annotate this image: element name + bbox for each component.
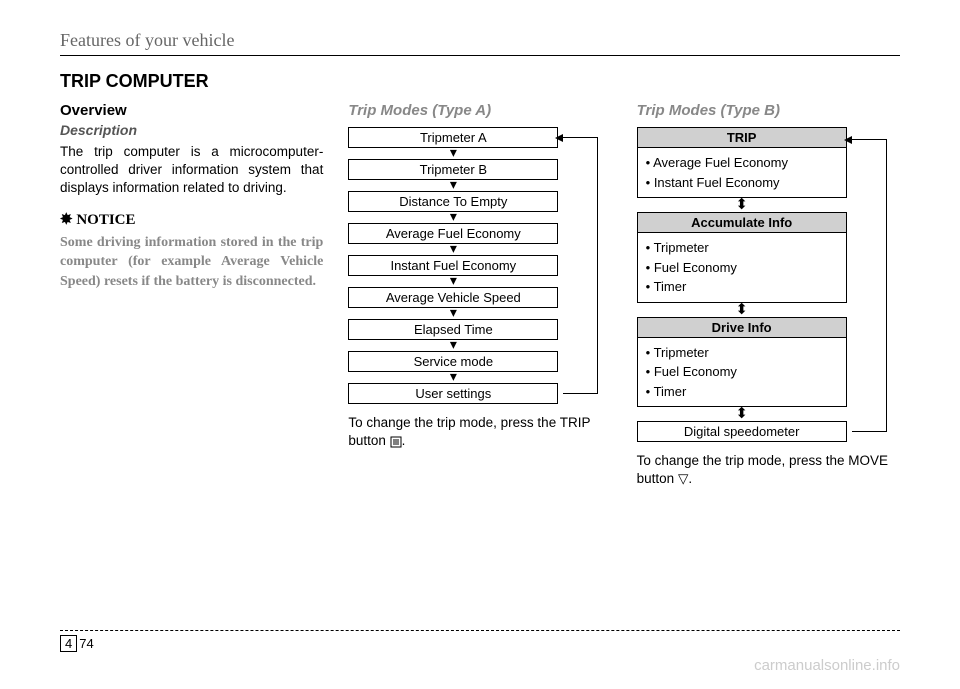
box-avg-speed: Average Vehicle Speed bbox=[348, 287, 558, 308]
row-item: • Instant Fuel Economy bbox=[646, 173, 838, 193]
caption-b-post: . bbox=[688, 471, 692, 486]
row-item: • Fuel Economy bbox=[646, 258, 838, 278]
box-tripmeter-a: Tripmeter A bbox=[348, 127, 558, 148]
row-item: • Average Fuel Economy bbox=[646, 153, 838, 173]
row-item: • Timer bbox=[646, 277, 838, 297]
row-item: • Tripmeter bbox=[646, 343, 838, 363]
row-item: • Tripmeter bbox=[646, 238, 838, 258]
row-item: • Fuel Economy bbox=[646, 362, 838, 382]
row-item: • Timer bbox=[646, 382, 838, 402]
type-a-caption: To change the trip mode, press the TRIP … bbox=[348, 414, 611, 450]
content-columns: Overview Description The trip computer i… bbox=[60, 102, 900, 488]
box-elapsed-time: Elapsed Time bbox=[348, 319, 558, 340]
box-trip-group: TRIP • Average Fuel Economy • Instant Fu… bbox=[637, 127, 847, 198]
arrow-down-icon: ▾ bbox=[348, 276, 558, 287]
box-service-mode: Service mode bbox=[348, 351, 558, 372]
box-accumulate-header: Accumulate Info bbox=[638, 213, 846, 233]
box-drive-body: • Tripmeter • Fuel Economy • Timer bbox=[638, 338, 846, 407]
move-button-icon: ▽ bbox=[678, 471, 688, 486]
trip-button-icon bbox=[390, 436, 402, 448]
arrow-down-icon: ▾ bbox=[348, 340, 558, 351]
box-drive-header: Drive Info bbox=[638, 318, 846, 338]
box-instant-fuel: Instant Fuel Economy bbox=[348, 255, 558, 276]
box-drive-group: Drive Info • Tripmeter • Fuel Economy • … bbox=[637, 317, 847, 408]
type-a-diagram: Tripmeter A ▾ Tripmeter B ▾ Distance To … bbox=[348, 127, 598, 404]
column-type-a: Trip Modes (Type A) Tripmeter A ▾ Tripme… bbox=[348, 102, 611, 488]
box-avg-fuel: Average Fuel Economy bbox=[348, 223, 558, 244]
updown-arrow-icon: ⬍ bbox=[637, 198, 847, 212]
box-accumulate-group: Accumulate Info • Tripmeter • Fuel Econo… bbox=[637, 212, 847, 303]
type-b-diagram: TRIP • Average Fuel Economy • Instant Fu… bbox=[637, 127, 887, 442]
loop-arrow-a bbox=[563, 137, 598, 394]
notice-label: ✸ NOTICE bbox=[60, 210, 323, 229]
updown-arrow-icon: ⬍ bbox=[637, 407, 847, 421]
column-overview: Overview Description The trip computer i… bbox=[60, 102, 323, 488]
arrow-down-icon: ▾ bbox=[348, 308, 558, 319]
description-text: The trip computer is a microcomput­er-co… bbox=[60, 143, 323, 198]
arrow-down-icon: ▾ bbox=[348, 212, 558, 223]
chapter-number: 4 bbox=[60, 635, 77, 652]
header-rule: Features of your vehicle bbox=[60, 30, 900, 56]
watermark: carmanualsonline.info bbox=[754, 657, 900, 674]
box-tripmeter-b: Tripmeter B bbox=[348, 159, 558, 180]
box-accumulate-body: • Tripmeter • Fuel Economy • Timer bbox=[638, 233, 846, 302]
page-number-value: 74 bbox=[79, 636, 93, 651]
box-user-settings: User settings bbox=[348, 383, 558, 404]
arrow-down-icon: ▾ bbox=[348, 244, 558, 255]
section-title: TRIP COMPUTER bbox=[60, 71, 900, 92]
box-distance-empty: Distance To Empty bbox=[348, 191, 558, 212]
type-a-title: Trip Modes (Type A) bbox=[348, 102, 611, 119]
page-number: 4 74 bbox=[60, 631, 94, 648]
arrow-down-icon: ▾ bbox=[348, 180, 558, 191]
arrow-down-icon: ▾ bbox=[348, 148, 558, 159]
updown-arrow-icon: ⬍ bbox=[637, 303, 847, 317]
box-digital-speedo: Digital speedometer bbox=[637, 421, 847, 442]
box-trip-body: • Average Fuel Economy • Instant Fuel Ec… bbox=[638, 148, 846, 197]
type-b-caption: To change the trip mode, press the MOVE … bbox=[637, 452, 900, 488]
caption-a-post: . bbox=[402, 433, 406, 448]
caption-a-pre: To change the trip mode, press the TRIP … bbox=[348, 415, 590, 448]
box-trip-header: TRIP bbox=[638, 128, 846, 148]
column-type-b: Trip Modes (Type B) TRIP • Average Fuel … bbox=[637, 102, 900, 488]
page-footer: 4 74 bbox=[60, 630, 900, 649]
overview-heading: Overview bbox=[60, 102, 323, 119]
type-b-title: Trip Modes (Type B) bbox=[637, 102, 900, 119]
manual-page: Features of your vehicle TRIP COMPUTER O… bbox=[0, 0, 960, 488]
description-heading: Description bbox=[60, 122, 323, 138]
caption-b-pre: To change the trip mode, press the MOVE … bbox=[637, 453, 888, 486]
header-title: Features of your vehicle bbox=[60, 30, 234, 50]
notice-text: Some driving information stored in the t… bbox=[60, 233, 323, 292]
loop-arrow-b bbox=[852, 139, 887, 432]
arrow-down-icon: ▾ bbox=[348, 372, 558, 383]
